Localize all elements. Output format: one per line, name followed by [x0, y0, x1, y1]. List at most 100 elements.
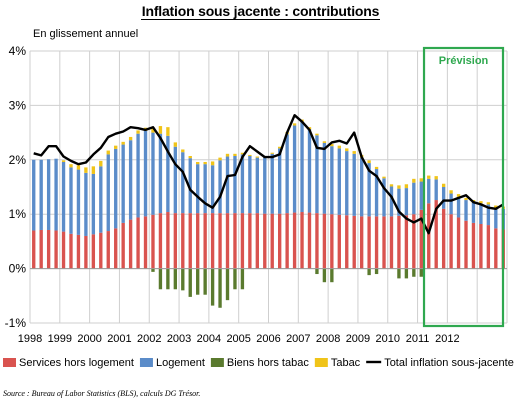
bar-biens-hors-tabac: [374, 268, 379, 275]
bar-logement: [106, 154, 110, 232]
bar-logement: [322, 142, 327, 214]
bar-logement: [263, 157, 267, 214]
bar-services-hors-logement: [427, 203, 431, 269]
legend-label: Services hors logement: [19, 357, 134, 369]
bar-services-hors-logement: [270, 213, 274, 269]
bar-tabac: [330, 144, 334, 147]
bar-logement: [240, 154, 245, 214]
bar-tabac: [173, 142, 178, 147]
bar-services-hors-logement: [479, 223, 483, 269]
x-tick-label: 2000: [77, 333, 101, 345]
bar-biens-hors-tabac: [330, 268, 334, 283]
bar-services-hors-logement: [181, 213, 185, 269]
bar-tabac: [84, 167, 88, 173]
bar-logement: [121, 144, 125, 223]
bar-services-hors-logement: [69, 233, 73, 269]
bar-biens-hors-tabac: [181, 268, 185, 291]
y-tick-label: -1%: [5, 316, 27, 330]
bar-logement: [292, 125, 297, 213]
y-tick-label: 2%: [9, 153, 27, 167]
bar-services-hors-logement: [84, 235, 88, 269]
bar-tabac: [114, 145, 118, 149]
bar-biens-hors-tabac: [233, 268, 237, 290]
bar-services-hors-logement: [173, 213, 178, 269]
bar-services-hors-logement: [32, 230, 36, 269]
bar-logement: [359, 157, 364, 217]
bar-logement: [494, 207, 498, 229]
bar-logement: [397, 188, 401, 216]
bar-services-hors-logement: [106, 231, 110, 269]
bar-services-hors-logement: [61, 231, 66, 269]
bar-biens-hors-tabac: [218, 268, 222, 308]
x-tick-label: 1998: [18, 333, 42, 345]
x-tick-label: 2010: [376, 333, 400, 345]
bar-logement: [300, 121, 304, 213]
bar-biens-hors-tabac: [158, 268, 163, 290]
bar-tabac: [76, 165, 81, 170]
bar-logement: [412, 182, 416, 215]
bar-logement: [248, 155, 252, 214]
bar-tabac: [315, 133, 319, 136]
bar-services-hors-logement: [486, 225, 491, 269]
bar-services-hors-logement: [434, 200, 438, 269]
bar-logement: [382, 178, 386, 217]
chart-title: Inflation sous jacente : contributions: [140, 3, 381, 20]
bar-tabac: [464, 197, 468, 201]
bar-services-hors-logement: [374, 216, 379, 269]
bar-services-hors-logement: [322, 213, 327, 269]
bar-tabac: [106, 150, 110, 155]
bar-services-hors-logement: [158, 213, 163, 269]
bar-services-hors-logement: [359, 216, 364, 269]
x-tick-label: 2008: [316, 333, 340, 345]
bar-tabac: [278, 146, 282, 149]
bar-tabac: [419, 178, 423, 182]
bar-logement: [99, 166, 103, 233]
bar-services-hors-logement: [367, 216, 371, 269]
bar-logement: [434, 179, 438, 201]
bar-tabac: [337, 145, 341, 149]
bar-biens-hors-tabac: [151, 268, 155, 272]
bar-tabac: [188, 155, 192, 159]
bar-biens-hors-tabac: [203, 268, 207, 295]
bar-tabac: [181, 149, 185, 153]
bar-logement: [114, 148, 118, 229]
bar-logement: [233, 155, 237, 214]
bar-logement: [181, 152, 185, 214]
bar-services-hors-logement: [255, 213, 259, 269]
bar-logement: [188, 158, 192, 214]
bar-biens-hors-tabac: [210, 268, 215, 306]
bar-tabac: [404, 184, 409, 189]
x-tick-label: 2012: [435, 333, 459, 345]
bar-services-hors-logement: [345, 215, 349, 269]
x-tick-label: 2011: [406, 333, 430, 345]
bar-tabac: [382, 176, 386, 179]
legend-label: Biens hors tabac: [227, 357, 309, 369]
bar-tabac: [322, 141, 327, 143]
bar-logement: [210, 165, 215, 214]
bar-tabac: [225, 153, 230, 157]
bar-services-hors-logement: [166, 212, 170, 269]
bar-services-hors-logement: [337, 214, 341, 269]
bar-tabac: [456, 194, 461, 197]
bar-logement: [449, 193, 453, 215]
bar-tabac: [248, 154, 252, 156]
bar-logement: [128, 140, 133, 220]
bar-biens-hors-tabac: [240, 268, 245, 290]
bar-logement: [151, 132, 155, 215]
bar-services-hors-logement: [203, 213, 207, 269]
bar-services-hors-logement: [143, 216, 148, 269]
bar-tabac: [441, 183, 446, 187]
bar-services-hors-logement: [352, 215, 356, 269]
bar-tabac: [479, 201, 483, 204]
bar-logement: [61, 161, 66, 232]
y-tick-label: 1%: [9, 207, 27, 221]
x-tick-label: 2001: [107, 333, 131, 345]
bar-services-hors-logement: [307, 212, 312, 269]
bar-tabac: [292, 123, 297, 126]
bar-services-hors-logement: [300, 212, 304, 269]
bar-services-hors-logement: [196, 213, 200, 269]
bar-tabac: [69, 164, 73, 168]
bar-logement: [173, 146, 178, 214]
bar-logement: [374, 169, 379, 217]
bar-services-hors-logement: [128, 219, 133, 269]
